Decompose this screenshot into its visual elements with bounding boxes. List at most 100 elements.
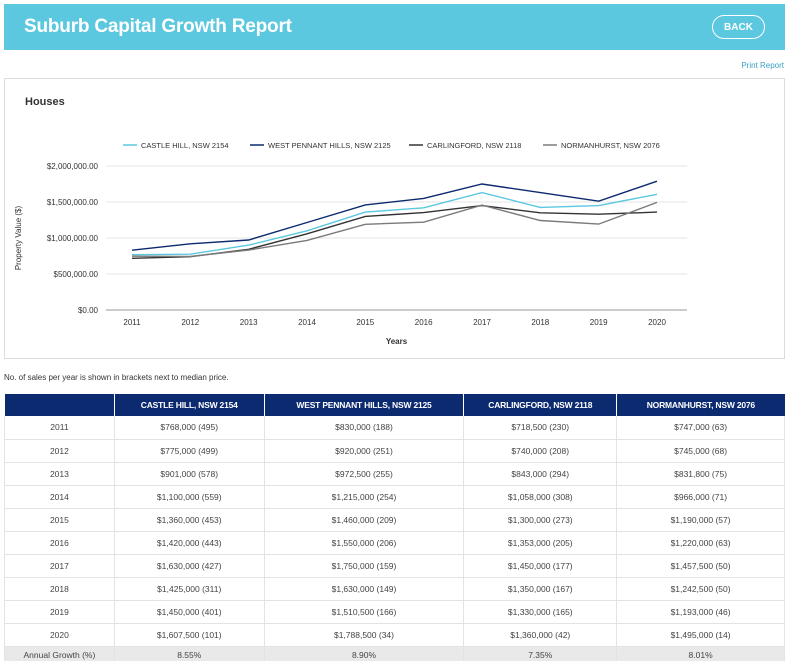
price-cell: $718,500 (230) bbox=[463, 416, 618, 440]
table-header-row: CASTLE HILL, NSW 2154 WEST PENNANT HILLS,… bbox=[4, 394, 785, 416]
year-cell: 2019 bbox=[4, 600, 115, 624]
price-cell: $1,215,000 (254) bbox=[263, 485, 465, 509]
price-cell: $830,000 (188) bbox=[263, 416, 465, 440]
price-cell: $1,630,000 (427) bbox=[113, 554, 265, 578]
price-cell: $1,450,000 (177) bbox=[463, 554, 618, 578]
price-cell: $1,450,000 (401) bbox=[113, 600, 265, 624]
back-button[interactable]: BACK bbox=[712, 15, 765, 39]
legend-entry: CARLINGFORD, NSW 2118 bbox=[427, 141, 521, 150]
print-report-link[interactable]: Print Report bbox=[741, 61, 784, 70]
series-line bbox=[131, 201, 658, 258]
x-tick-label: 2011 bbox=[123, 318, 141, 327]
y-tick-label: $0.00 bbox=[78, 306, 99, 315]
growth-label-cell: Annual Growth (%) bbox=[4, 646, 115, 661]
legend-entry: WEST PENNANT HILLS, NSW 2125 bbox=[268, 141, 391, 150]
year-cell: 2020 bbox=[4, 623, 115, 647]
chart-section-title: Houses bbox=[25, 96, 65, 108]
price-cell: $1,607,500 (101) bbox=[113, 623, 265, 647]
growth-value-cell: 8.55% bbox=[113, 646, 265, 661]
price-cell: $1,495,000 (14) bbox=[616, 623, 785, 647]
x-tick-label: 2012 bbox=[181, 318, 199, 327]
line-chart: $0.00 $500,000.00 $1,000,000.00 $1,500,000.… bbox=[14, 141, 687, 346]
price-cell: $1,193,000 (46) bbox=[616, 600, 785, 624]
growth-value-cell: 7.35% bbox=[463, 646, 618, 661]
page-title: Suburb Capital Growth Report bbox=[24, 16, 292, 37]
table-row: 2020 $1,607,500 (101) $1,788,500 (34) $1,36… bbox=[4, 623, 785, 647]
price-cell: $1,300,000 (273) bbox=[463, 508, 618, 532]
table-row: 2013 $901,000 (578) $972,500 (255) $843,000… bbox=[4, 462, 785, 486]
price-cell: $966,000 (71) bbox=[616, 485, 785, 509]
price-cell: $747,000 (63) bbox=[616, 416, 785, 440]
price-cell: $920,000 (251) bbox=[263, 439, 465, 463]
table-row: 2015 $1,360,000 (453) $1,460,000 (209) $1,3… bbox=[4, 508, 785, 532]
sales-count-note: No. of sales per year is shown in bracke… bbox=[4, 373, 229, 382]
column-header: WEST PENNANT HILLS, NSW 2125 bbox=[264, 394, 465, 416]
table-row: 2018 $1,425,000 (311) $1,630,000 (149) $1,3… bbox=[4, 577, 785, 601]
price-cell: $972,500 (255) bbox=[263, 462, 465, 486]
year-cell: 2016 bbox=[4, 531, 115, 555]
x-tick-label: 2018 bbox=[531, 318, 549, 327]
growth-value-cell: 8.01% bbox=[616, 646, 785, 661]
x-tick-label: 2017 bbox=[473, 318, 491, 327]
price-cell: $1,630,000 (149) bbox=[263, 577, 465, 601]
year-cell: 2017 bbox=[4, 554, 115, 578]
price-cell: $831,800 (75) bbox=[616, 462, 785, 486]
price-cell: $740,000 (208) bbox=[463, 439, 618, 463]
year-cell: 2014 bbox=[4, 485, 115, 509]
table-row: 2011 $768,000 (495) $830,000 (188) $718,500… bbox=[4, 416, 785, 440]
table-body: 2011 $768,000 (495) $830,000 (188) $718,500… bbox=[4, 416, 785, 661]
price-cell: $1,330,000 (165) bbox=[463, 600, 618, 624]
legend-entry: CASTLE HILL, NSW 2154 bbox=[141, 141, 229, 150]
price-cell: $1,190,000 (57) bbox=[616, 508, 785, 532]
year-cell: 2018 bbox=[4, 577, 115, 601]
chart-panel: Houses $0.00 $500,000.00 $1,000,000.00 $1,5… bbox=[4, 78, 785, 359]
x-tick-label: 2019 bbox=[590, 318, 608, 327]
table-row: 2017 $1,630,000 (427) $1,750,000 (159) $1,4… bbox=[4, 554, 785, 578]
price-cell: $1,788,500 (34) bbox=[263, 623, 465, 647]
series-line bbox=[131, 191, 658, 256]
x-tick-label: 2020 bbox=[648, 318, 666, 327]
y-axis-title: Property Value ($) bbox=[14, 206, 23, 271]
table-row: 2019 $1,450,000 (401) $1,510,500 (166) $1,3… bbox=[4, 600, 785, 624]
x-tick-label: 2014 bbox=[298, 318, 316, 327]
report-header: Suburb Capital Growth Report BACK bbox=[4, 4, 785, 50]
price-cell: $1,457,500 (50) bbox=[616, 554, 785, 578]
price-cell: $1,425,000 (311) bbox=[113, 577, 265, 601]
price-cell: $1,242,500 (50) bbox=[616, 577, 785, 601]
price-cell: $1,510,500 (166) bbox=[263, 600, 465, 624]
year-cell: 2015 bbox=[4, 508, 115, 532]
x-tick-label: 2013 bbox=[240, 318, 258, 327]
series-line bbox=[131, 180, 658, 251]
table-row: 2012 $775,000 (499) $920,000 (251) $740,000… bbox=[4, 439, 785, 463]
year-cell: 2012 bbox=[4, 439, 115, 463]
price-cell: $768,000 (495) bbox=[113, 416, 265, 440]
price-cell: $843,000 (294) bbox=[463, 462, 618, 486]
growth-table: CASTLE HILL, NSW 2154 WEST PENNANT HILLS,… bbox=[4, 394, 785, 661]
price-cell: $775,000 (499) bbox=[113, 439, 265, 463]
year-cell: 2011 bbox=[4, 416, 115, 440]
y-tick-label: $1,500,000.00 bbox=[47, 198, 99, 207]
price-cell: $1,750,000 (159) bbox=[263, 554, 465, 578]
y-tick-label: $1,000,000.00 bbox=[47, 234, 99, 243]
price-cell: $1,360,000 (42) bbox=[463, 623, 618, 647]
x-axis-title: Years bbox=[386, 337, 408, 346]
column-header: CARLINGFORD, NSW 2118 bbox=[463, 394, 618, 416]
price-cell: $745,000 (68) bbox=[616, 439, 785, 463]
year-cell: 2013 bbox=[4, 462, 115, 486]
price-cell: $1,220,000 (63) bbox=[616, 531, 785, 555]
column-header bbox=[4, 394, 115, 416]
price-cell: $1,353,000 (205) bbox=[463, 531, 618, 555]
price-cell: $1,460,000 (209) bbox=[263, 508, 465, 532]
price-cell: $901,000 (578) bbox=[113, 462, 265, 486]
annual-growth-row: Annual Growth (%) 8.55% 8.90% 7.35% 8.01% bbox=[4, 646, 785, 661]
price-cell: $1,360,000 (453) bbox=[113, 508, 265, 532]
legend-entry: NORMANHURST, NSW 2076 bbox=[561, 141, 660, 150]
y-tick-label: $500,000.00 bbox=[54, 270, 99, 279]
price-cell: $1,100,000 (559) bbox=[113, 485, 265, 509]
table-row: 2014 $1,100,000 (559) $1,215,000 (254) $1,0… bbox=[4, 485, 785, 509]
x-tick-label: 2015 bbox=[356, 318, 374, 327]
column-header: NORMANHURST, NSW 2076 bbox=[616, 394, 785, 416]
price-cell: $1,350,000 (167) bbox=[463, 577, 618, 601]
growth-value-cell: 8.90% bbox=[263, 646, 465, 661]
price-cell: $1,420,000 (443) bbox=[113, 531, 265, 555]
